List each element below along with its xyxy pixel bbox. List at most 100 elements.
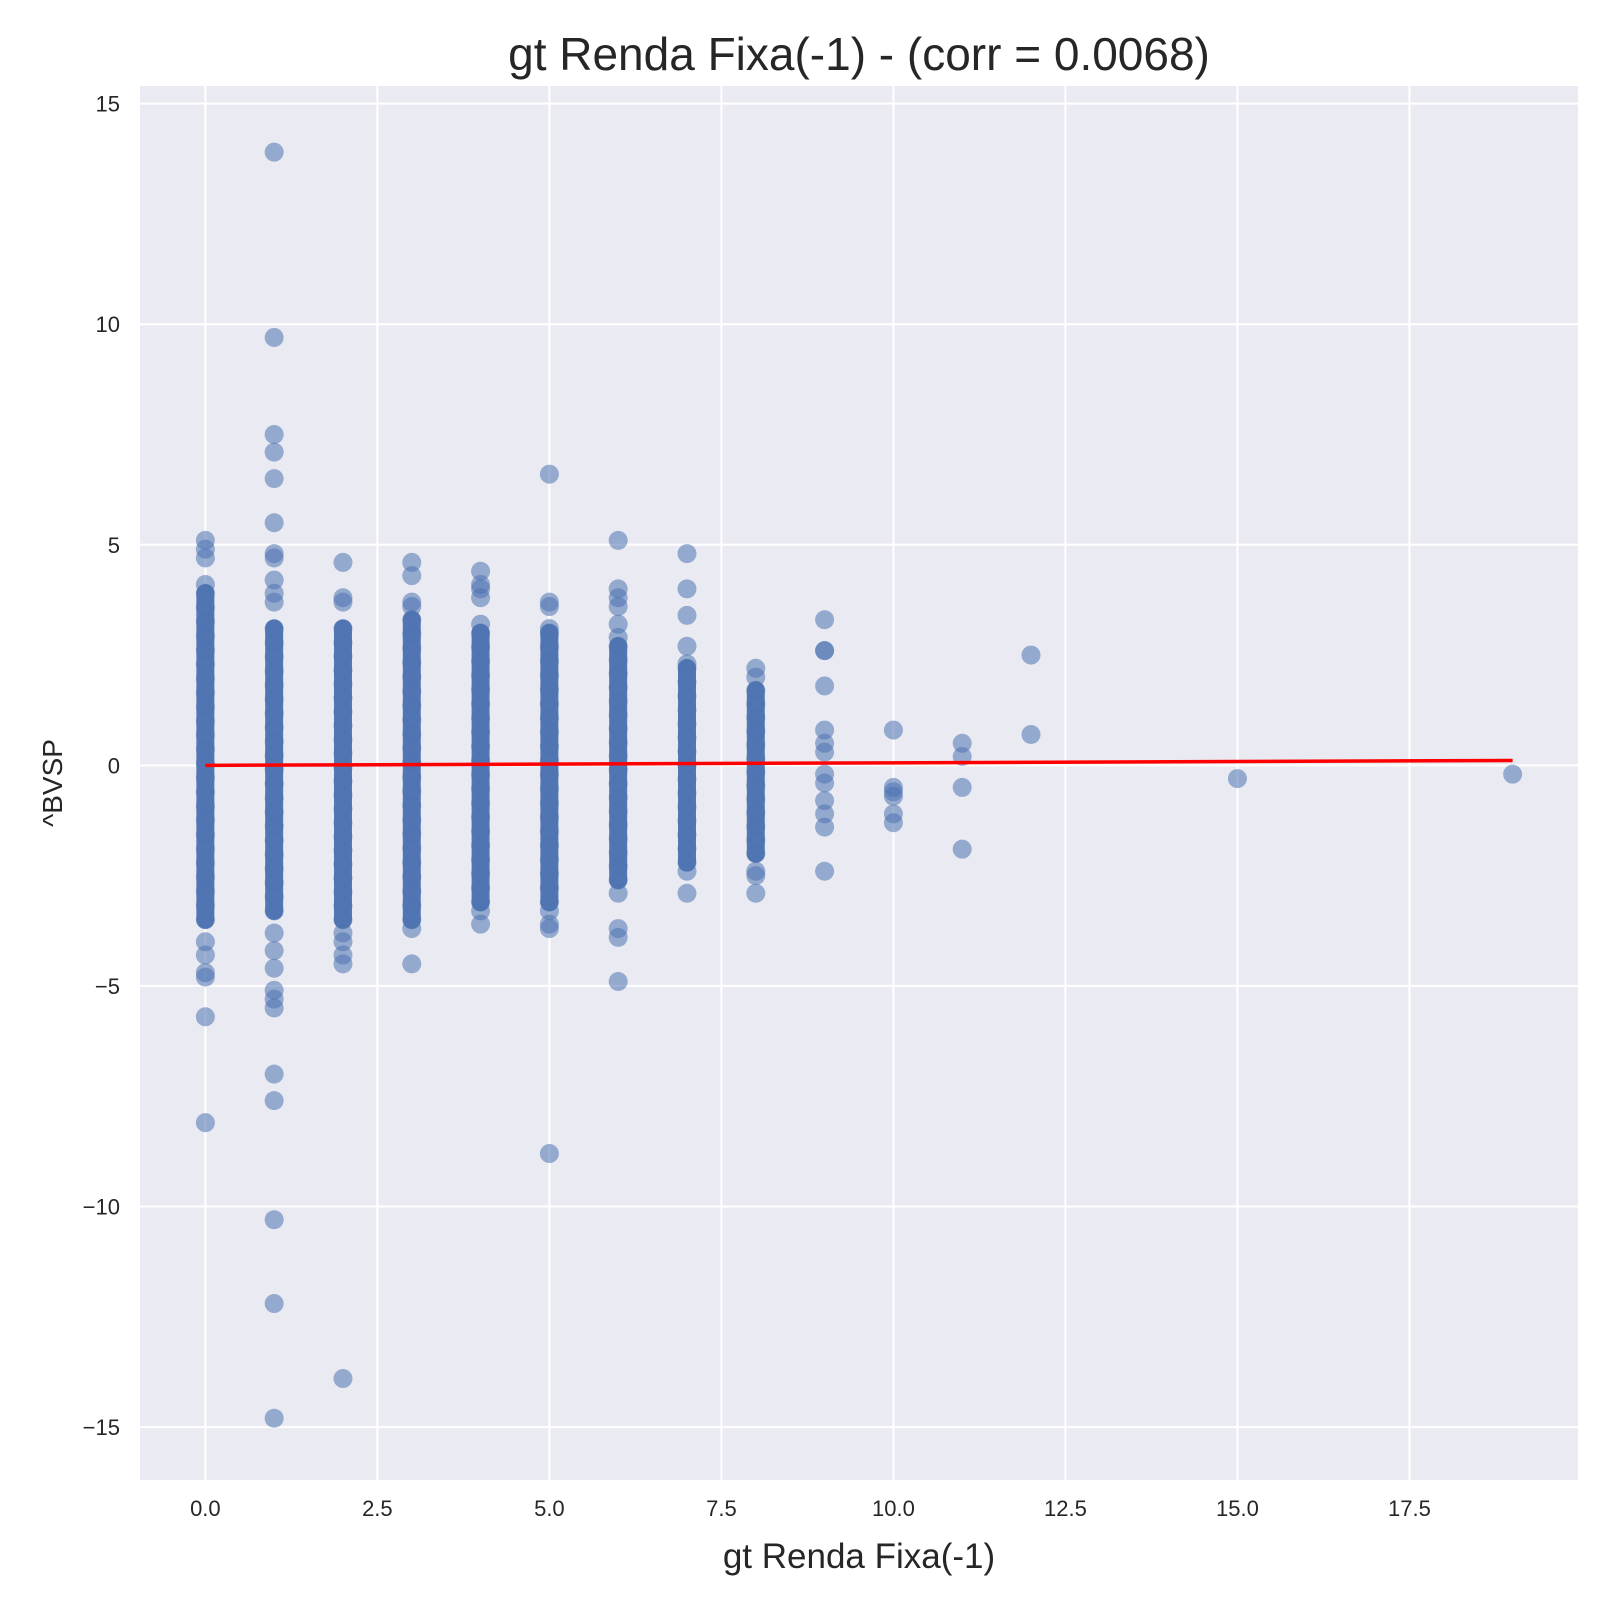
scatter-point xyxy=(333,840,353,860)
plot-background xyxy=(140,86,1578,1480)
scatter-point xyxy=(333,882,353,902)
scatter-point xyxy=(195,910,215,930)
scatter-point xyxy=(746,803,766,823)
y-tick-label: −5 xyxy=(95,974,120,999)
scatter-point xyxy=(264,998,284,1018)
scatter-point xyxy=(333,1369,353,1389)
scatter-points xyxy=(195,142,1523,1428)
scatter-point xyxy=(1503,764,1523,784)
scatter-point xyxy=(264,633,284,653)
scatter-point xyxy=(746,866,766,886)
scatter-point xyxy=(402,552,422,572)
scatter-point xyxy=(677,579,697,599)
scatter-point xyxy=(264,675,284,695)
scatter-point xyxy=(264,1408,284,1428)
scatter-point xyxy=(195,768,215,788)
scatter-point xyxy=(402,867,422,887)
scatter-point xyxy=(264,958,284,978)
scatter-point xyxy=(264,732,284,752)
y-tick-label: −10 xyxy=(83,1194,120,1219)
scatter-point xyxy=(333,552,353,572)
scatter-point xyxy=(402,767,422,787)
scatter-point xyxy=(539,901,559,921)
scatter-point xyxy=(608,678,628,698)
scatter-point xyxy=(539,919,559,939)
scatter-point xyxy=(195,782,215,802)
scatter-point xyxy=(815,861,835,881)
scatter-point xyxy=(677,700,697,720)
x-tick-labels: 0.0 2.5 5.0 7.5 10.0 12.5 15.0 17.5 xyxy=(190,1496,1431,1521)
scatter-point xyxy=(746,735,766,755)
scatter-point xyxy=(195,881,215,901)
scatter-point xyxy=(1021,724,1041,744)
scatter-point xyxy=(195,1113,215,1133)
scatter-point xyxy=(333,910,353,930)
scatter-point xyxy=(471,666,491,686)
scatter-point xyxy=(402,853,422,873)
scatter-point xyxy=(539,666,559,686)
scatter-point xyxy=(264,513,284,533)
scatter-point xyxy=(677,714,697,734)
scatter-point xyxy=(539,708,559,728)
scatter-point xyxy=(1227,769,1247,789)
scatter-point xyxy=(608,719,628,739)
scatter-point xyxy=(677,797,697,817)
scatter-point xyxy=(539,597,559,617)
scatter-point xyxy=(608,843,628,863)
y-tick-label: −15 xyxy=(83,1415,120,1440)
scatter-point xyxy=(539,807,559,827)
scatter-point xyxy=(264,619,284,639)
scatter-point xyxy=(402,824,422,844)
scatter-point xyxy=(195,810,215,830)
scatter-point xyxy=(677,741,697,761)
scatter-point xyxy=(471,914,491,934)
scatter-point xyxy=(608,788,628,808)
scatter-point xyxy=(883,720,903,740)
scatter-point xyxy=(264,592,284,612)
scatter-point xyxy=(677,686,697,706)
scatter-point xyxy=(402,610,422,630)
scatter-point xyxy=(195,839,215,859)
scatter-point xyxy=(264,1294,284,1314)
scatter-point xyxy=(195,945,215,965)
scatter-point xyxy=(677,636,697,656)
scatter-point xyxy=(402,695,422,715)
scatter-point xyxy=(677,811,697,831)
scatter-point xyxy=(815,773,835,793)
scatter-point xyxy=(471,694,491,714)
scatter-point xyxy=(333,813,353,833)
scatter-point xyxy=(608,927,628,947)
scatter-point xyxy=(195,825,215,845)
scatter-point xyxy=(746,816,766,836)
scatter-point xyxy=(471,722,491,742)
y-tick-label: 10 xyxy=(96,312,120,337)
scatter-point xyxy=(952,839,972,859)
scatter-point xyxy=(815,676,835,696)
x-tick-label: 17.5 xyxy=(1388,1496,1431,1521)
scatter-point xyxy=(333,646,353,666)
scatter-point xyxy=(402,624,422,644)
scatter-point xyxy=(264,802,284,822)
scatter-point xyxy=(608,705,628,725)
scatter-point xyxy=(471,901,491,921)
scatter-point xyxy=(264,548,284,568)
scatter-point xyxy=(195,654,215,674)
scatter-point xyxy=(402,753,422,773)
scatter-point xyxy=(333,592,353,612)
scatter-point xyxy=(471,779,491,799)
scatter-point xyxy=(539,736,559,756)
scatter-point xyxy=(195,932,215,952)
scatter-point xyxy=(746,844,766,864)
scatter-point xyxy=(333,868,353,888)
scatter-point xyxy=(608,733,628,753)
scatter-point xyxy=(195,896,215,916)
y-tick-label: 5 xyxy=(108,533,120,558)
scatter-point xyxy=(195,574,215,594)
scatter-point xyxy=(333,702,353,722)
scatter-point xyxy=(815,742,835,762)
scatter-point xyxy=(402,653,422,673)
scatter-point xyxy=(195,796,215,816)
scatter-point xyxy=(264,923,284,943)
scatter-point xyxy=(264,661,284,681)
